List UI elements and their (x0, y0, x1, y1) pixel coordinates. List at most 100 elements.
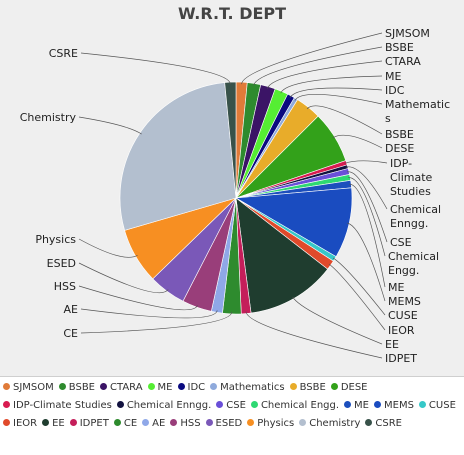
legend-swatch (3, 401, 10, 408)
legend-item-bsbe-1: BSBE (58, 379, 95, 397)
leader-line-idp-climate-studies-8 (344, 160, 388, 164)
legend-label: Chemistry (309, 418, 361, 429)
legend-item-ctara-2: CTARA (100, 379, 143, 397)
legend-label: AE (152, 418, 166, 429)
slice-label-mathematics-5: Mathematic s (385, 98, 450, 125)
leader-line-ieor-15 (328, 263, 386, 331)
legend-swatch (58, 383, 66, 390)
pie-slice-csre-24 (224, 81, 237, 199)
legend-label: ESED (215, 418, 243, 429)
slice-label-physics-22: Physics (35, 233, 76, 246)
legend-label: BSBE (68, 382, 95, 393)
legend-item-physics-22: Physics (247, 415, 294, 433)
slice-label-mems-13: MEMS (388, 295, 421, 308)
legend-item-chemistry-23: Chemistry (299, 415, 360, 433)
leader-line-cuse-14 (332, 257, 386, 316)
leader-line-bsbe-1 (253, 46, 383, 86)
leader-line-esed-21 (78, 262, 169, 294)
legend-item-mems-13: MEMS (374, 397, 414, 415)
legend-item-ieor-15: IEOR (3, 415, 37, 433)
leader-line-mems-13 (347, 222, 386, 302)
legend-item-cse-10: CSE (216, 397, 246, 415)
slice-label-hss-20: HSS (54, 280, 76, 293)
leader-line-cse-10 (346, 171, 388, 243)
slice-label-sjmsom-0: SJMSOM (385, 27, 430, 40)
legend-swatch (210, 383, 218, 390)
legend-swatch (42, 419, 50, 426)
chart-legend: SJMSOM BSBE CTARA ME IDC Mathematics BSBE DESE I… (0, 376, 464, 455)
slice-label-bsbe-1: BSBE (385, 41, 414, 54)
leader-line-mathematics-5 (294, 94, 383, 105)
legend-label: Mathematics (220, 382, 285, 393)
legend-label: HSS (180, 418, 201, 429)
legend-swatch (216, 401, 224, 408)
leader-line-chemistry-23 (78, 116, 142, 135)
legend-item-me-12: ME (344, 397, 369, 415)
leader-line-me-12 (349, 183, 386, 288)
slice-label-dese-7: DESE (385, 142, 414, 155)
slice-label-esed-21: ESED (47, 257, 76, 270)
leader-line-ae-19 (80, 308, 218, 319)
legend-swatch (205, 419, 213, 426)
legend-item-ce-18: CE (113, 415, 138, 433)
leader-line-chemical-engg-11 (348, 177, 386, 257)
legend-label: MEMS (384, 400, 414, 411)
legend-item-idpet-17: IDPET (69, 415, 109, 433)
leader-line-csre-24 (80, 52, 231, 85)
slice-label-me-3: ME (385, 70, 401, 83)
slice-label-chemistry-23: Chemistry (20, 111, 77, 124)
legend-label: Chemical Enngg. (126, 400, 212, 411)
legend-label: IEOR (13, 418, 38, 429)
slice-label-bsbe-6: BSBE (385, 128, 414, 141)
slice-label-ae-19: AE (64, 303, 79, 316)
leader-line-ee-16 (292, 296, 383, 345)
legend-swatch (170, 419, 178, 426)
slice-label-chemical-engg-11: Chemical Engg. (388, 250, 439, 277)
chart-title: W.R.T. DEPT (177, 4, 287, 23)
legend-item-sjmsom-0: SJMSOM (3, 379, 54, 397)
leader-line-idc-4 (289, 87, 383, 98)
slice-label-me-12: ME (388, 281, 404, 294)
slice-label-ieor-15: IEOR (388, 324, 415, 337)
leader-line-idpet-17 (245, 311, 383, 359)
slice-label-ctara-2: CTARA (385, 55, 421, 68)
legend-label: DESE (340, 382, 368, 393)
legend-label: CSRE (375, 418, 402, 429)
leader-line-hss-20 (78, 285, 198, 311)
legend-swatch (147, 383, 155, 390)
legend-swatch (250, 401, 258, 408)
slice-label-csre-24: CSRE (49, 47, 78, 60)
legend-item-dese-7: DESE (330, 379, 368, 397)
slice-label-idp-climate-studies-8: IDP-Climate Studies (390, 157, 433, 198)
leader-line-sjmsom-0 (241, 32, 383, 85)
legend-swatch (330, 383, 338, 390)
legend-swatch (247, 419, 255, 426)
legend-swatch (344, 401, 352, 408)
leader-line-physics-22 (78, 238, 138, 258)
legend-item-chemical-engg-11: Chemical Engg. (250, 397, 339, 415)
legend-swatch (142, 419, 150, 426)
legend-label: CUSE (428, 400, 456, 411)
legend-swatch (289, 383, 297, 390)
legend-item-idp-climate-studies-8: IDP-Climate Studies (3, 397, 112, 415)
legend-swatch (177, 383, 185, 390)
slice-label-cse-10: CSE (390, 236, 412, 249)
legend-item-idc-4: IDC (177, 379, 205, 397)
legend-swatch (3, 383, 10, 390)
leader-line-dese-7 (332, 134, 383, 149)
legend-item-esed-21: ESED (205, 415, 243, 433)
legend-swatch (365, 419, 373, 426)
legend-label: IDPET (79, 418, 109, 429)
legend-swatch (3, 419, 10, 426)
legend-label: ME (354, 400, 369, 411)
slice-label-idpet-17: IDPET (385, 352, 417, 365)
legend-item-ae-19: AE (142, 415, 165, 433)
legend-label: CE (123, 418, 138, 429)
leader-line-bsbe-6 (306, 105, 383, 135)
leader-line-ctara-2 (267, 60, 383, 89)
legend-label: BSBE (299, 382, 326, 393)
slice-label-cuse-14: CUSE (388, 309, 418, 322)
legend-swatch (116, 401, 124, 408)
